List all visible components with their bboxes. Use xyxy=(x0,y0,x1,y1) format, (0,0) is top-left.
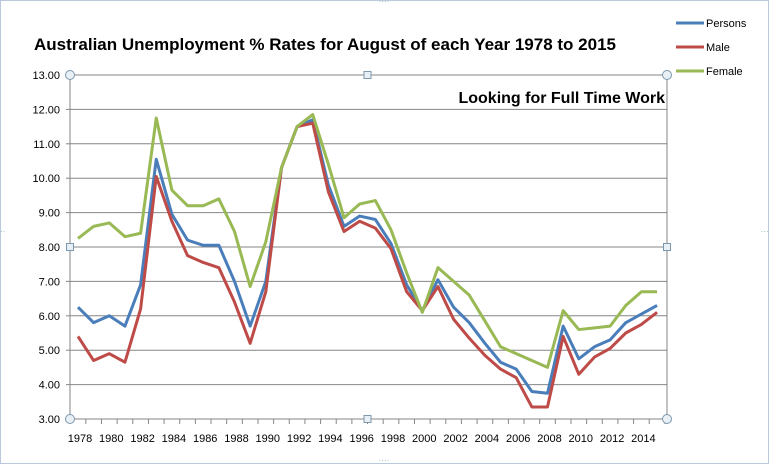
resize-handle-side xyxy=(363,71,372,79)
y-tick-label: 11.00 xyxy=(33,139,60,151)
y-tick-label: 4.00 xyxy=(39,380,60,392)
chart-annotation: Looking for Full Time Work xyxy=(458,90,665,107)
y-tick-label: 10.00 xyxy=(32,173,60,185)
x-tick-label: 2008 xyxy=(537,433,561,445)
x-tick-label: 1998 xyxy=(381,433,405,445)
y-tick-label: 6.00 xyxy=(39,311,60,323)
y-tick-label: 8.00 xyxy=(39,242,60,254)
series-line-female xyxy=(77,113,658,369)
legend-label-persons: Persons xyxy=(706,18,747,30)
x-tick-label: 1978 xyxy=(68,433,92,445)
x-tick-label: 2004 xyxy=(475,433,499,445)
series-line-male xyxy=(76,121,658,409)
frame-grip-icon: ···· xyxy=(0,227,5,236)
x-tick-label: 2014 xyxy=(631,433,655,445)
y-tick-label: 5.00 xyxy=(39,345,60,357)
frame-grip-icon: ···· xyxy=(379,456,390,464)
y-tick-label: 13.00 xyxy=(32,70,60,82)
resize-handle-corner xyxy=(65,70,75,80)
resize-handle-corner xyxy=(662,414,672,424)
x-tick-label: 1986 xyxy=(193,433,217,445)
y-tick-label: 7.00 xyxy=(39,276,60,288)
x-tick-label: 2006 xyxy=(506,433,530,445)
x-tick-label: 2000 xyxy=(412,433,436,445)
frame-grip-icon: ···· xyxy=(761,227,769,236)
resize-handle-side xyxy=(66,243,74,251)
legend-label-male: Male xyxy=(706,42,730,54)
resize-handle-corner xyxy=(662,70,672,80)
x-tick-label: 1992 xyxy=(287,433,311,445)
resize-handle-side xyxy=(663,243,671,251)
series-line-persons xyxy=(76,118,658,395)
x-tick-label: 1982 xyxy=(130,433,154,445)
resize-handle-corner xyxy=(65,414,75,424)
x-tick-label: 1996 xyxy=(349,433,373,445)
y-tick-label: 3.00 xyxy=(39,414,60,426)
x-tick-label: 2012 xyxy=(600,433,624,445)
x-tick-label: 1990 xyxy=(256,433,280,445)
resize-handle-side xyxy=(363,415,372,423)
x-tick-label: 1984 xyxy=(162,433,186,445)
x-tick-label: 1994 xyxy=(318,433,342,445)
chart-title: Australian Unemployment % Rates for Augu… xyxy=(34,35,616,54)
legend-label-female: Female xyxy=(706,66,743,78)
x-tick-label: 1988 xyxy=(224,433,248,445)
y-tick-label: 9.00 xyxy=(39,208,60,220)
x-tick-label: 1980 xyxy=(99,433,123,445)
x-tick-label: 2010 xyxy=(569,433,593,445)
frame-grip-icon: ···· xyxy=(379,0,390,6)
x-tick-label: 2002 xyxy=(443,433,467,445)
y-tick-label: 12.00 xyxy=(32,104,60,116)
